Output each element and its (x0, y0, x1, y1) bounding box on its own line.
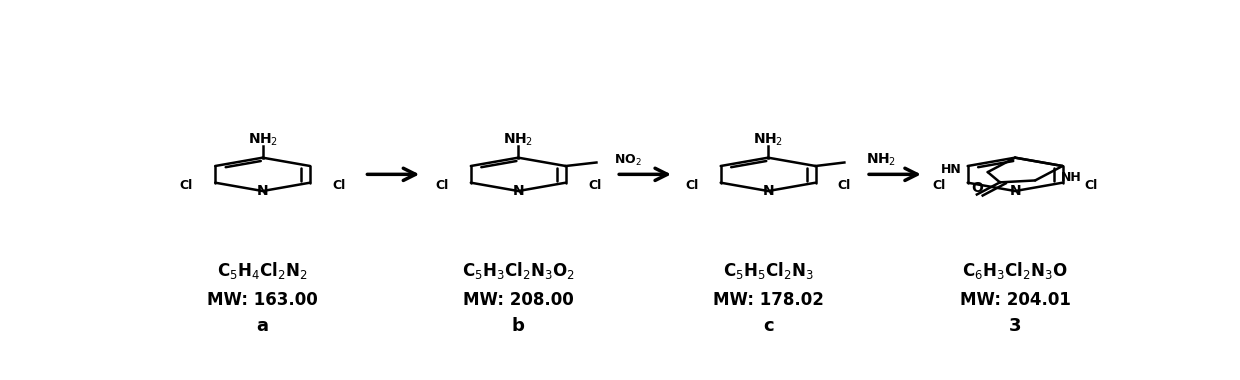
Text: Cl: Cl (838, 179, 851, 192)
Text: Cl: Cl (1085, 179, 1097, 192)
Text: Cl: Cl (588, 179, 601, 192)
Text: N: N (1009, 184, 1021, 198)
Text: Cl: Cl (180, 179, 193, 192)
Text: MW: 204.01: MW: 204.01 (960, 291, 1070, 309)
Text: C$_5$H$_5$Cl$_2$N$_3$: C$_5$H$_5$Cl$_2$N$_3$ (723, 260, 813, 282)
Text: Cl: Cl (686, 179, 698, 192)
Text: NH$_2$: NH$_2$ (248, 132, 278, 148)
Text: Cl: Cl (932, 179, 945, 192)
Text: 3: 3 (1009, 318, 1022, 336)
Text: Cl: Cl (435, 179, 449, 192)
Text: Cl: Cl (332, 179, 346, 192)
Text: N: N (763, 184, 774, 198)
Text: HN: HN (941, 163, 961, 176)
Text: N: N (512, 184, 525, 198)
Text: NH$_2$: NH$_2$ (866, 151, 897, 168)
Text: MW: 178.02: MW: 178.02 (713, 291, 823, 309)
Text: NH: NH (1061, 171, 1083, 184)
Text: NO$_2$: NO$_2$ (614, 153, 642, 168)
Text: C$_5$H$_4$Cl$_2$N$_2$: C$_5$H$_4$Cl$_2$N$_2$ (217, 260, 308, 282)
Text: O: O (971, 181, 983, 195)
Text: NH$_2$: NH$_2$ (503, 132, 533, 148)
Text: NH$_2$: NH$_2$ (753, 132, 784, 148)
Text: c: c (763, 318, 774, 336)
Text: a: a (257, 318, 269, 336)
Text: C$_6$H$_3$Cl$_2$N$_3$O: C$_6$H$_3$Cl$_2$N$_3$O (962, 260, 1068, 282)
Text: N: N (257, 184, 268, 198)
Text: C$_5$H$_3$Cl$_2$N$_3$O$_2$: C$_5$H$_3$Cl$_2$N$_3$O$_2$ (461, 260, 574, 282)
Text: MW: 163.00: MW: 163.00 (207, 291, 317, 309)
Text: b: b (512, 318, 525, 336)
Text: MW: 208.00: MW: 208.00 (463, 291, 574, 309)
